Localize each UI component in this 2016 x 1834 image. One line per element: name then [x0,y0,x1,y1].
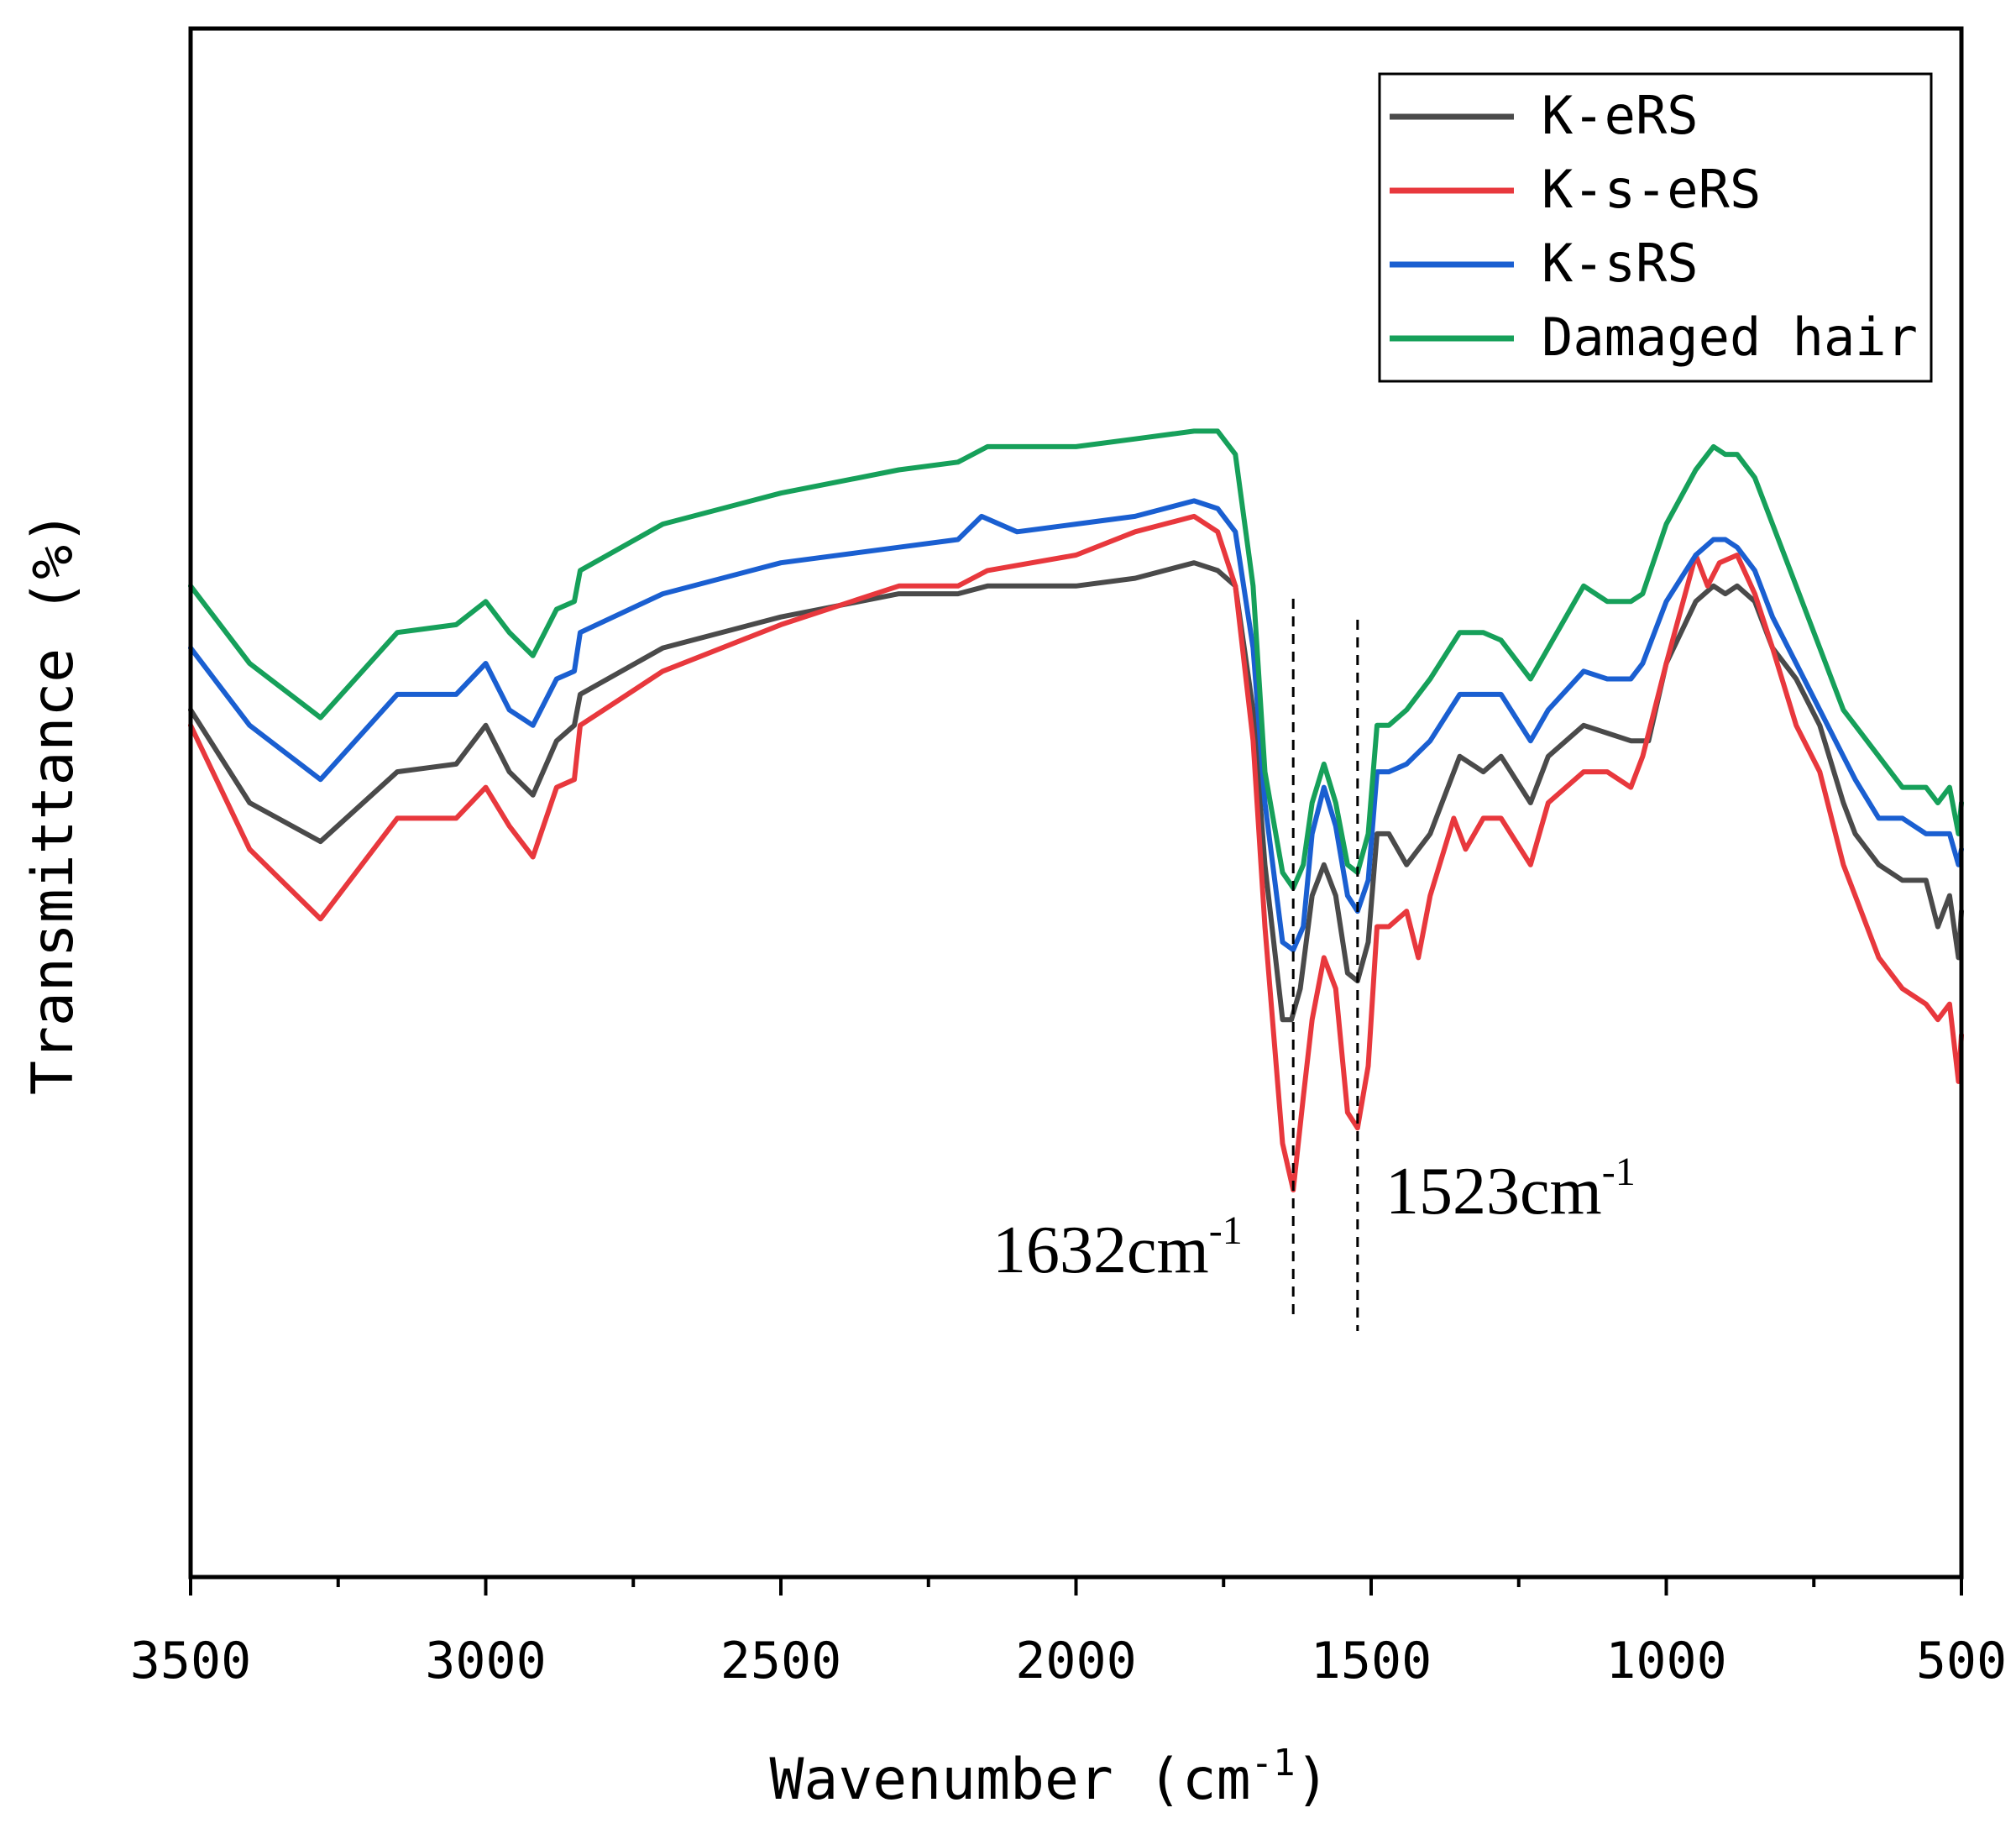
series-line-k-ers [188,560,1964,1023]
x-tick-label-1000: 1000 [1605,1632,1727,1690]
annotation-label-1632: 1632cm-1 [992,1208,1243,1287]
x-axis-title: Wavenumber (cm-1) [769,1742,1329,1813]
legend-label-damaged-hair: Damaged hair [1542,307,1918,368]
x-axis-title-paren-close: ) [1296,1747,1330,1813]
legend-label-k-srs: K-sRS [1542,233,1699,294]
x-tick-label-1500: 1500 [1311,1632,1432,1690]
x-axis-title-unit: cm [1182,1747,1251,1813]
x-tick-label-500: 500 [1916,1632,2007,1690]
x-tick-label-3000: 3000 [425,1632,547,1690]
legend-items: K-eRS K-s-eRS K-sRS Damaged hair [1390,85,1918,368]
annotation-label-1523: 1523cm-1 [1385,1150,1636,1229]
x-axis-title-unit-exp: -1 [1251,1742,1296,1784]
x-tick-label-2000: 2000 [1015,1632,1137,1690]
annotation-label-main-1632: 1632cm [992,1213,1209,1287]
series-line-damaged-hair [188,428,1964,891]
legend-label-k-s-ers: K-s-eRS [1542,159,1761,220]
y-axis-title: Transmittance (%) [20,511,86,1095]
legend-box [1378,72,1933,383]
x-axis-title-paren-open: ( [1113,1747,1182,1813]
x-axis-ticks: 3500 3000 2500 2000 1500 1000 500 [130,1577,2007,1690]
series-group [188,428,1964,1192]
annotation-label-sup-1632: -1 [1209,1208,1243,1253]
x-tick-label-2500: 2500 [720,1632,842,1690]
annotation-label-sup-1523: -1 [1602,1150,1636,1194]
series-line-k-s-ers [188,513,1964,1192]
legend: K-eRS K-s-eRS K-sRS Damaged hair [1378,72,1933,383]
series-line-k-srs [188,498,1964,953]
x-axis-title-main: Wavenumber [769,1747,1113,1813]
x-tick-label-3500: 3500 [130,1632,252,1690]
legend-label-k-ers: K-eRS [1542,85,1699,146]
annotation-label-main-1523: 1523cm [1385,1155,1602,1229]
